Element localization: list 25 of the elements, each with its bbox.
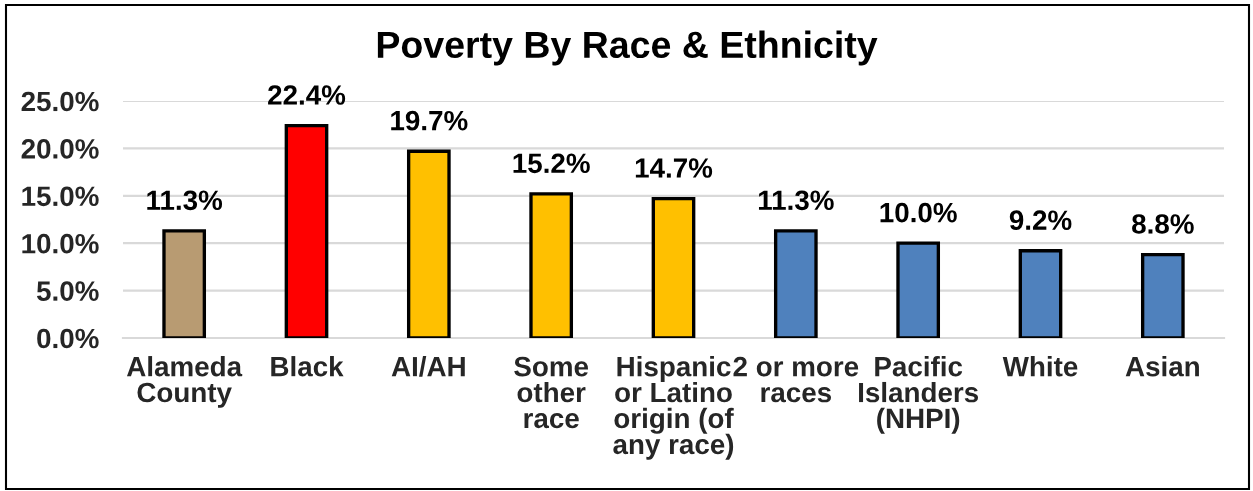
x-tick-label: Hispanic or Latino origin (of any race) [613, 356, 734, 460]
x-tick-label: Alameda County [126, 356, 243, 408]
x-tick-label: White [1002, 356, 1078, 377]
data-label: 11.3% [147, 190, 223, 211]
data-label: 14.7% [635, 158, 713, 178]
x-tick-label: Asian [1125, 356, 1199, 377]
y-tick-label: 0.0% [37, 328, 99, 349]
chart-title: Poverty By Race & Ethnicity [377, 30, 878, 66]
x-tick-label: Some other race [514, 356, 589, 429]
data-label: 10.0% [880, 202, 957, 223]
y-tick-label: 20.0% [21, 139, 99, 159]
y-tick-label: 10.0% [22, 233, 99, 254]
x-tick-label: Black [271, 356, 344, 377]
data-label: 8.8% [1132, 214, 1194, 234]
data-label: 19.7% [391, 110, 468, 131]
data-label: 11.3% [758, 190, 834, 211]
data-label: 15.2% [513, 153, 590, 174]
x-tick-label: 2 or more races [733, 356, 859, 403]
y-tick-label: 25.0% [21, 91, 99, 112]
x-tick-label: Pacific Islanders (NHPI) [859, 356, 979, 434]
x-tick-label: AI/AH [391, 356, 465, 377]
y-tick-label: 15.0% [22, 186, 99, 207]
y-tick-label: 5.0% [36, 281, 99, 301]
data-label: 9.2% [1009, 210, 1072, 231]
data-label: 22.4% [268, 85, 346, 105]
